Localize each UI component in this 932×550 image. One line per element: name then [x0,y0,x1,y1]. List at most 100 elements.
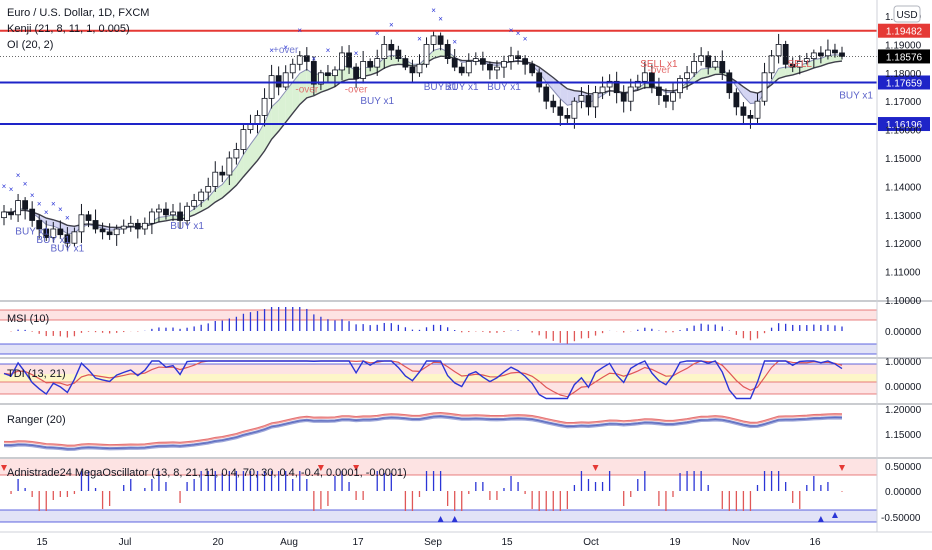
candle-body [550,100,557,108]
megaoscillator-legend[interactable]: Adnistrade24 MegaOscillator (13, 8, 21, … [7,467,407,479]
candle-body [163,208,169,216]
candle [177,202,183,229]
candle-body [796,61,803,68]
candle [261,88,268,127]
candle [99,222,106,240]
candle [43,220,50,242]
currency-label: USD [896,10,917,21]
candle [508,46,514,70]
candle [29,201,36,227]
candle [219,165,226,183]
candle [381,35,388,69]
candle-body [395,49,402,60]
msi-legend[interactable]: MSI (10) [7,313,49,325]
price-tick-label: 1.16000 [885,126,922,137]
band-segment [433,48,441,59]
candle-body [543,86,550,102]
candle [163,202,169,220]
candle [585,84,592,116]
time-tick-label: 15 [36,537,48,548]
candle [458,62,465,76]
signal-marker: × [431,6,436,15]
band-segment [539,67,547,83]
candle [289,58,296,79]
signal-label: -over [295,85,318,96]
band-segment [827,54,835,64]
candle [22,197,29,220]
candle [529,60,536,77]
price-tick-label: 1.17000 [885,97,922,108]
candle-body [388,44,395,51]
candle [92,209,99,234]
candle-body [754,100,761,119]
candle-body [226,157,233,176]
candle [479,51,486,71]
ranger-line [3,416,843,450]
signal-marker: × [312,54,317,63]
candle-body [515,55,521,59]
candle [423,37,430,68]
candle-body [620,92,627,102]
candle-body [712,61,719,68]
candle-body [219,171,226,176]
candle-body [465,61,472,74]
ranger-legend[interactable]: Ranger (20) [7,414,66,426]
mega-buy-marker [451,516,458,522]
band-segment [39,214,47,225]
price-tick-label: 1.12000 [885,239,922,250]
signal-marker: × [30,191,35,200]
price-tick-label: 1.15000 [885,154,922,165]
mega-sell-marker [353,465,360,471]
candle [522,55,529,75]
kenji-legend[interactable]: Kenji (21, 8, 11, 1, 0.005) [7,23,130,35]
candle-body [353,66,360,79]
candle-body [22,200,29,210]
candle-body [656,86,662,96]
candle-body [170,211,176,216]
band-segment [271,100,279,140]
time-tick-label: Oct [583,537,599,548]
band-segment [250,134,258,169]
candle-body [663,95,669,102]
oi-legend[interactable]: OI (20, 2) [7,39,53,51]
candle [36,215,43,239]
candle-body [782,44,789,65]
candle [472,52,479,66]
candle-body [613,80,620,94]
candle-body [367,61,374,68]
pane-separators [0,300,932,459]
signal-label: BUY x1 [360,96,394,107]
candle-body [747,115,754,119]
mega-tick-label: -0.50000 [881,513,921,524]
candle [606,74,613,96]
resistance-price-tag [878,23,930,38]
megaoscillator-pane: 0.50000 0.00000 -0.50000 [0,459,922,524]
signal-label: -over [648,65,671,76]
candle [451,49,458,72]
candle [141,217,148,235]
currency-button[interactable] [893,5,921,23]
band-segment [820,55,828,67]
candle [719,50,726,81]
candle-body [85,214,92,221]
candle [768,49,775,80]
time-tick-label: 17 [352,537,364,548]
candle-body [261,97,268,116]
candle-body [282,72,289,88]
candle-body [92,220,99,230]
candle [1,204,7,226]
candle [71,227,78,247]
candle [543,83,550,110]
candle-body [501,61,507,68]
candle [839,46,845,60]
signal-marker: × [417,35,422,44]
band-segment [687,75,695,87]
candle-body [557,106,564,116]
signal-label: BUY x1 [170,221,204,232]
tdi-legend[interactable]: TDI (13, 21) [7,368,66,380]
mega-sell-marker [1,465,7,471]
band-segment [236,154,244,186]
candle [416,54,423,77]
